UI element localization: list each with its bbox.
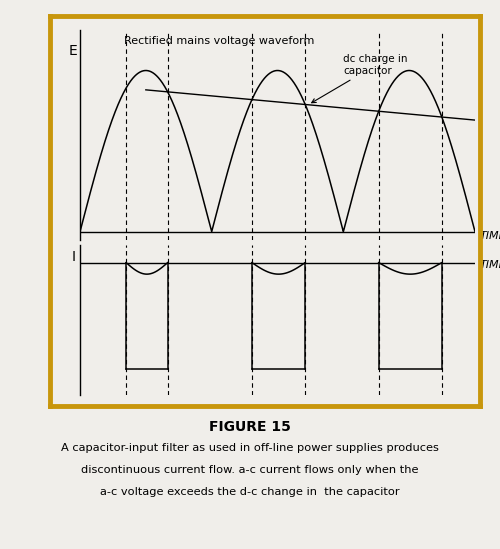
Text: dc charge in
capacitor: dc charge in capacitor [312,54,408,103]
Text: I: I [72,250,76,264]
Text: FIGURE 15: FIGURE 15 [209,420,291,434]
Text: A capacitor-input filter as used in off-line power supplies produces: A capacitor-input filter as used in off-… [61,443,439,453]
Text: TIME: TIME [480,260,500,270]
Text: E: E [69,44,78,58]
Text: Rectified mains voltage waveform: Rectified mains voltage waveform [124,36,314,47]
Text: a-c voltage exceeds the d-c change in  the capacitor: a-c voltage exceeds the d-c change in th… [100,487,400,497]
Text: TIME: TIME [480,231,500,241]
Text: discontinuous current flow. a-c current flows only when the: discontinuous current flow. a-c current … [81,465,419,475]
